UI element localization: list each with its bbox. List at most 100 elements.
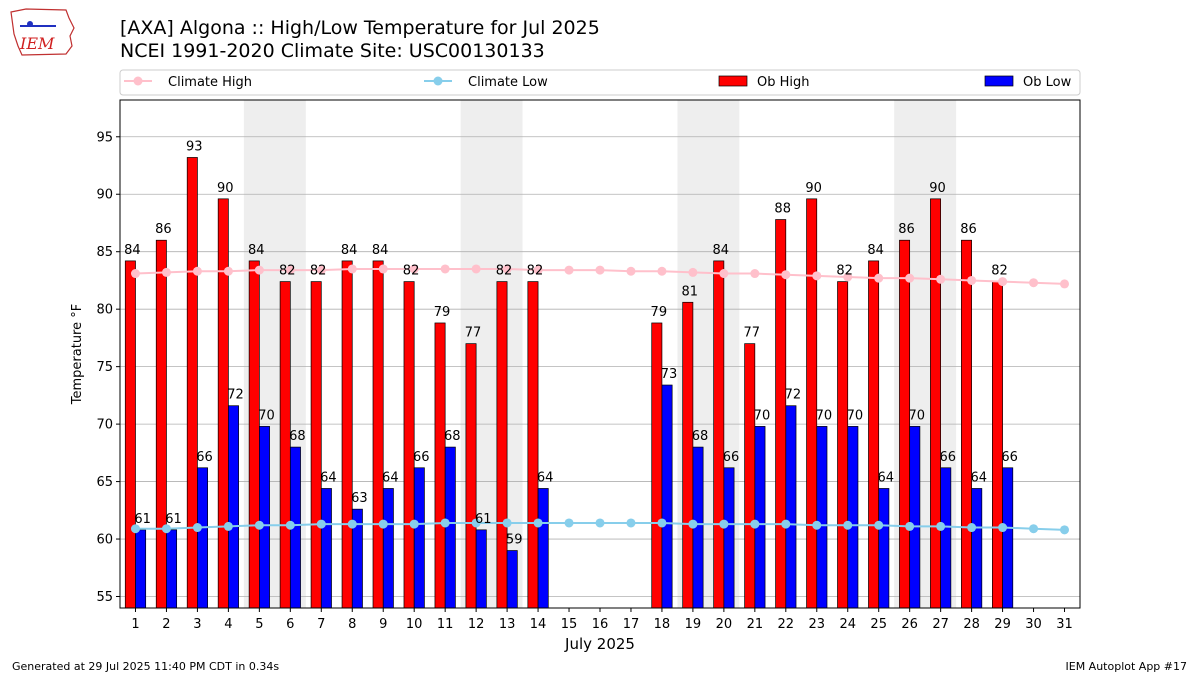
x-tick-label: 15 <box>561 617 578 632</box>
climate-low-point <box>812 520 822 530</box>
climate-low-point <box>347 519 357 529</box>
ob-low-bar-label: 66 <box>939 450 956 465</box>
ob-high-bar-label: 82 <box>836 264 853 279</box>
ob-high-bar-label: 84 <box>248 243 265 258</box>
ob-low-bar <box>723 467 735 609</box>
climate-low-point <box>905 521 915 531</box>
climate-low-point <box>254 520 264 530</box>
climate-high-point <box>998 277 1008 287</box>
y-tick-label: 95 <box>96 130 113 145</box>
climate-high-point <box>502 264 512 274</box>
climate-high-point <box>285 265 295 275</box>
x-tick-label: 14 <box>530 617 547 632</box>
climate-high-point <box>440 264 450 274</box>
x-tick-label: 27 <box>932 617 949 632</box>
x-tick-label: 8 <box>348 617 356 632</box>
ob-high-bar <box>124 260 136 609</box>
ob-low-bar <box>166 529 178 609</box>
ob-high-bar-label: 84 <box>124 243 141 258</box>
x-tick-label: 30 <box>1025 617 1042 632</box>
x-tick-label: 9 <box>379 617 387 632</box>
climate-high-point <box>626 266 636 276</box>
climate-low-point <box>223 521 233 531</box>
ob-low-legend-label: Ob Low <box>1023 75 1072 90</box>
ob-low-bar <box>444 446 456 609</box>
climate-high-point <box>223 266 233 276</box>
ob-high-bar-label: 90 <box>929 181 946 196</box>
climate-high-point <box>1060 279 1070 289</box>
climate-high-point <box>657 266 667 276</box>
climate-low-point <box>595 518 605 528</box>
ob-low-bar-label: 64 <box>320 470 337 485</box>
app-credit: IEM Autoplot App #17 <box>1065 660 1188 673</box>
climate-low-point <box>440 518 450 528</box>
ob-high-bar-label: 86 <box>155 222 172 237</box>
x-tick-label: 29 <box>994 617 1011 632</box>
climate-low-point <box>998 523 1008 533</box>
ob-high-bar <box>868 260 880 609</box>
climate-low-point <box>1029 524 1039 534</box>
ob-low-bar <box>878 488 890 609</box>
x-tick-label: 2 <box>162 617 170 632</box>
x-tick-label: 16 <box>592 617 609 632</box>
ob-high-bar-label: 93 <box>186 139 203 154</box>
y-tick-label: 75 <box>96 360 113 375</box>
x-tick-label: 6 <box>286 617 294 632</box>
climate-high-point <box>161 267 171 277</box>
weather-dot-icon <box>27 21 33 27</box>
ob-high-bar <box>992 281 1003 609</box>
ob-low-bar <box>320 488 332 609</box>
x-tick-label: 20 <box>716 617 733 632</box>
ob-low-bar-label: 68 <box>692 429 709 444</box>
ob-low-bar <box>754 426 766 609</box>
y-axis-label: Temperature °F <box>70 304 85 405</box>
climate-lines <box>130 264 1070 535</box>
ob-high-bar-label: 82 <box>403 264 420 279</box>
generated-timestamp: Generated at 29 Jul 2025 11:40 PM CDT in… <box>12 660 280 673</box>
x-tick-label: 31 <box>1056 617 1073 632</box>
ob-high-bar-label: 82 <box>279 264 296 279</box>
ob-low-bar-label: 64 <box>970 470 987 485</box>
ob-high-bar-label: 77 <box>743 326 760 341</box>
legend: Climate High Climate Low Ob High Ob Low <box>119 69 1081 96</box>
ob-high-bar <box>372 260 384 609</box>
ob-low-bar-label: 61 <box>475 512 492 527</box>
ob-low-bar-label: 70 <box>816 408 833 423</box>
climate-low-point <box>750 519 760 529</box>
climate-high-point <box>905 273 915 283</box>
climate-low-legend-label: Climate Low <box>468 75 548 90</box>
x-tick-label: 3 <box>193 617 201 632</box>
climate-high-point <box>378 264 388 274</box>
ob-low-bar <box>413 467 425 609</box>
ob-low-bar <box>475 529 487 609</box>
ob-low-bar <box>506 550 518 609</box>
ob-low-bar-label: 63 <box>351 491 368 506</box>
ob-low-bar-label: 64 <box>382 470 399 485</box>
y-tick-label: 85 <box>96 245 113 260</box>
climate-low-point <box>1060 525 1070 535</box>
ob-low-bar-label: 61 <box>165 512 182 527</box>
ob-low-bar <box>382 488 394 609</box>
ob-high-bar <box>806 198 818 609</box>
ob-high-bar-label: 86 <box>898 222 915 237</box>
ob-low-bar-label: 66 <box>196 450 213 465</box>
climate-high-point <box>533 265 543 275</box>
ob-high-bar-label: 86 <box>960 222 977 237</box>
ob-high-bar-label: 81 <box>682 284 699 299</box>
climate-low-point <box>285 520 295 530</box>
climate-low-point <box>843 520 853 530</box>
y-tick-label: 55 <box>96 590 113 605</box>
climate-high-point <box>1029 278 1039 288</box>
logo-text: IEM <box>19 34 55 53</box>
bars <box>124 157 1014 609</box>
ob-low-bar-label: 68 <box>444 429 461 444</box>
climate-low-point <box>502 518 512 528</box>
climate-low-point <box>719 519 729 529</box>
ob-low-bar <box>661 384 673 609</box>
climate-low-point <box>657 518 667 528</box>
ob-low-bar <box>1002 467 1014 609</box>
climate-high-point <box>595 265 605 275</box>
climate-high-point <box>409 264 419 274</box>
climate-low-point <box>316 519 326 529</box>
iem-logo: IEM <box>10 8 75 56</box>
